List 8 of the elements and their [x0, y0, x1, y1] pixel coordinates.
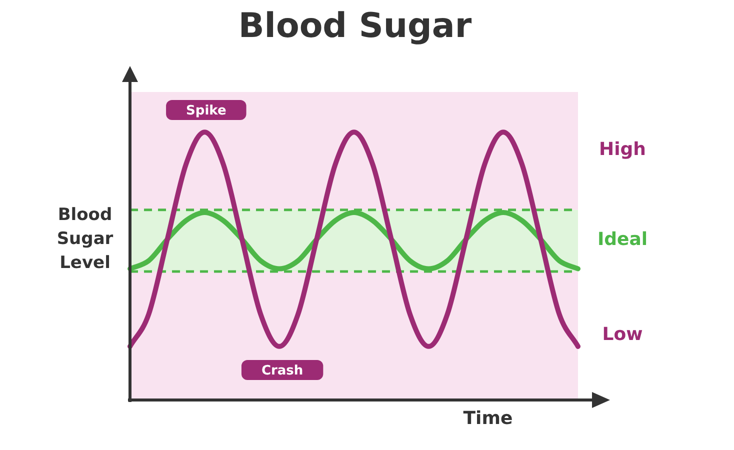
band-label: High	[598, 138, 647, 160]
band-label: Low	[601, 324, 644, 345]
band-label: Ideal	[596, 228, 649, 250]
y-axis-title: Blood Sugar Level	[56, 204, 114, 275]
x-axis-title: Time	[462, 408, 514, 429]
chart-title: Blood Sugar	[237, 6, 473, 46]
text: Spike	[186, 103, 226, 118]
annotation: Crash	[261, 363, 304, 378]
